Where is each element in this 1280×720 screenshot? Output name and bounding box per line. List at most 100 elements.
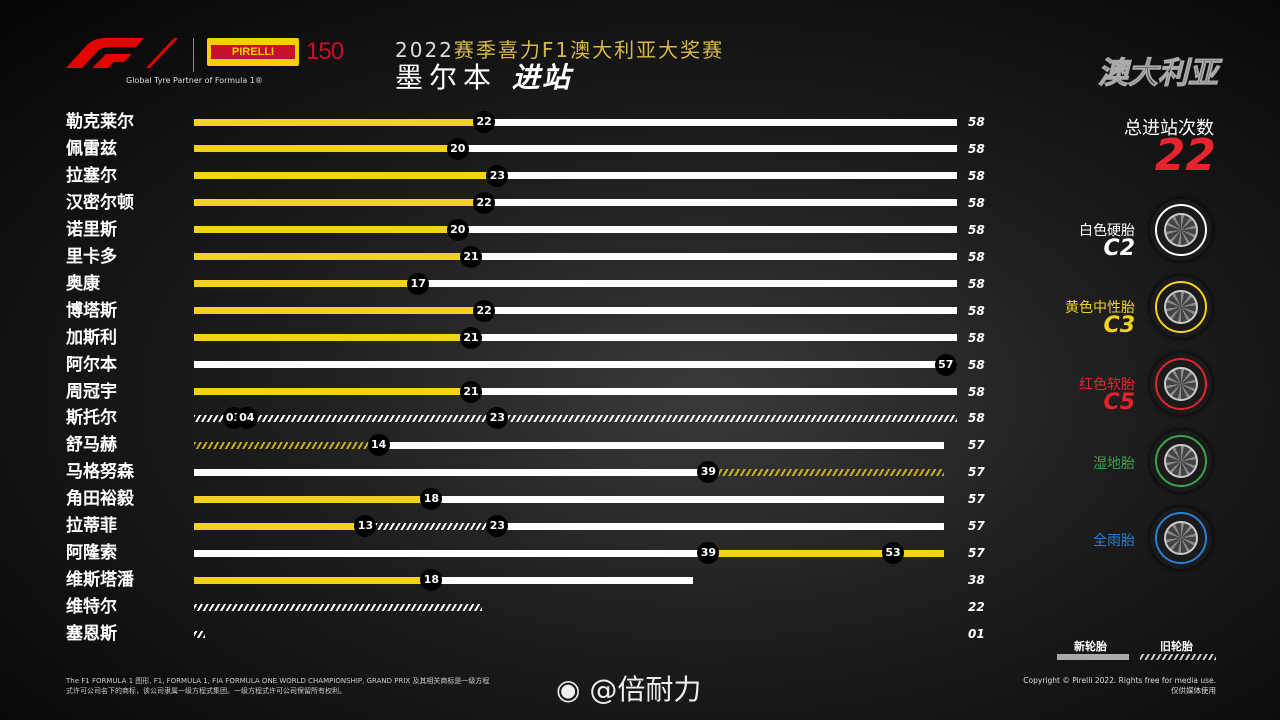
stint-bar-medium-new: [194, 334, 469, 342]
legend-used-label: 旧轮胎: [1160, 640, 1193, 653]
tyre-band-icon: [1155, 358, 1207, 410]
event-title: 2022赛季喜力F1澳大利亚大奖赛: [395, 34, 724, 63]
pit-lap-marker: 23: [486, 164, 509, 187]
stint-bar-medium-new: [194, 307, 483, 315]
laps-completed: 38: [968, 573, 985, 588]
driver-name: 博塔斯: [66, 300, 117, 321]
stint-bar-hard-new: [484, 307, 957, 315]
driver-name: 佩雷兹: [66, 138, 117, 159]
pit-lap-marker: 53: [882, 542, 905, 565]
stint-bar-medium-new: [194, 576, 430, 584]
laps-completed: 58: [968, 222, 985, 237]
title-year: 2022: [395, 38, 454, 62]
pit-lap-marker: 20: [446, 137, 469, 160]
watermark-text: @倍耐力: [589, 673, 702, 706]
copyright-cn: 仅供媒体使用: [1171, 686, 1216, 695]
driver-name: 加斯利: [66, 327, 117, 348]
stint-bar-hard-new: [378, 441, 944, 449]
stint-bar-hard-new: [484, 118, 957, 126]
stint-bar-medium-new: [708, 549, 892, 557]
page-title: 墨尔本 进站: [395, 56, 572, 96]
driver-name: 舒马赫: [66, 435, 117, 456]
legal-text: The F1 FORMULA 1 图形, F1, FORMULA 1, FIA …: [66, 677, 490, 695]
laps-completed: 58: [968, 384, 985, 399]
tyre-icon: [1150, 276, 1212, 338]
stint-bar-hard-new: [497, 172, 957, 180]
stint-bar-hard-new: [431, 576, 694, 584]
tyre-icon: [1150, 507, 1212, 569]
stint-bar-hard-used: [246, 414, 496, 422]
laps-completed: 57: [968, 519, 985, 534]
driver-name: 奥康: [66, 273, 100, 294]
driver-name: 阿隆索: [66, 543, 117, 564]
pit-lap-marker: 57: [934, 353, 957, 376]
legend-new-label: 新轮胎: [1074, 640, 1107, 653]
stint-bar-hard-used: [194, 630, 206, 638]
title-topic: 进站: [511, 61, 572, 94]
stint-bar-medium-new: [194, 253, 469, 261]
tyre-icon: [1150, 353, 1212, 415]
driver-name: 勒克莱尔: [66, 112, 134, 132]
laps-completed: 58: [968, 115, 985, 129]
stint-bar-hard-used: [194, 414, 232, 422]
f1-logo: [66, 38, 178, 68]
pirelli-150-logo: 150: [306, 38, 344, 65]
laps-completed: 57: [968, 546, 985, 561]
logo-divider: [193, 38, 194, 72]
pirelli-logo: PIRELLI: [207, 38, 299, 66]
stint-bar-hard-new: [457, 226, 957, 234]
tyre-name: 红色软胎: [1079, 377, 1135, 393]
driver-name: 马格努森: [66, 462, 134, 483]
pit-lap-marker: 18: [420, 569, 443, 592]
laps-completed: 58: [968, 249, 985, 264]
tyre-compound-code: C2: [1103, 236, 1135, 261]
laps-completed: 58: [968, 168, 985, 183]
pit-lap-marker: 04: [235, 407, 258, 430]
wheel-rim-icon: [1164, 444, 1198, 478]
laps-completed: 01: [968, 627, 985, 642]
driver-name: 拉蒂菲: [66, 516, 117, 537]
tyre-band-icon: [1155, 512, 1207, 564]
stint-bar-medium-new: [194, 226, 456, 234]
stint-bar-medium-new: [194, 388, 469, 395]
driver-name: 汉密尔顿: [66, 192, 134, 213]
laps-completed: 58: [968, 357, 985, 372]
wheel-rim-icon: [1164, 521, 1198, 555]
pirelli-logo-text: PIRELLI: [211, 45, 295, 59]
stint-bar-hard-new: [194, 468, 707, 476]
tyre-name: 湿地胎: [1093, 456, 1135, 472]
stint-bar-medium-new: [194, 172, 496, 180]
stint-bar-hard-used: [194, 603, 483, 611]
stint-bar-hard-used: [497, 414, 957, 422]
driver-name: 里卡多: [66, 246, 117, 267]
stint-bar-medium-used: [708, 468, 944, 476]
stint-bar-medium-new: [194, 118, 483, 126]
country-label: 澳大利亚: [1098, 56, 1219, 92]
tyre-band-icon: [1155, 435, 1207, 487]
copyright-text: Copyright © Pirelli 2022. Rights free fo…: [1023, 676, 1216, 685]
laps-completed: 58: [968, 141, 985, 156]
tyre-band-icon: [1155, 204, 1207, 256]
laps-completed: 57: [968, 465, 985, 480]
driver-name: 塞恩斯: [66, 624, 117, 645]
stint-bar-medium-new: [194, 522, 364, 530]
tyre-band-icon: [1155, 281, 1207, 333]
stint-bar-hard-used: [365, 522, 496, 530]
pit-lap-marker: 22: [473, 191, 496, 214]
pit-lap-marker: 23: [486, 515, 509, 538]
legend-used-swatch: [1140, 654, 1216, 660]
driver-name: 阿尔本: [66, 354, 117, 375]
tyre-compound-code: C5: [1103, 390, 1135, 415]
weibo-icon: ◉: [556, 673, 581, 706]
stint-bar-medium-used: [194, 441, 377, 449]
stint-bar-medium-new: [893, 549, 944, 557]
laps-completed: 57: [968, 492, 985, 507]
laps-completed: 57: [968, 438, 985, 453]
stint-bar-medium-new: [194, 199, 483, 207]
laps-completed: 58: [968, 411, 985, 426]
laps-completed: 22: [968, 600, 985, 615]
title-event: 赛季喜力F1澳大利亚大奖赛: [453, 38, 725, 62]
total-pitstops-value: 22: [1154, 130, 1216, 181]
pit-lap-marker: 39: [697, 461, 720, 484]
driver-name: 诺里斯: [66, 219, 117, 240]
